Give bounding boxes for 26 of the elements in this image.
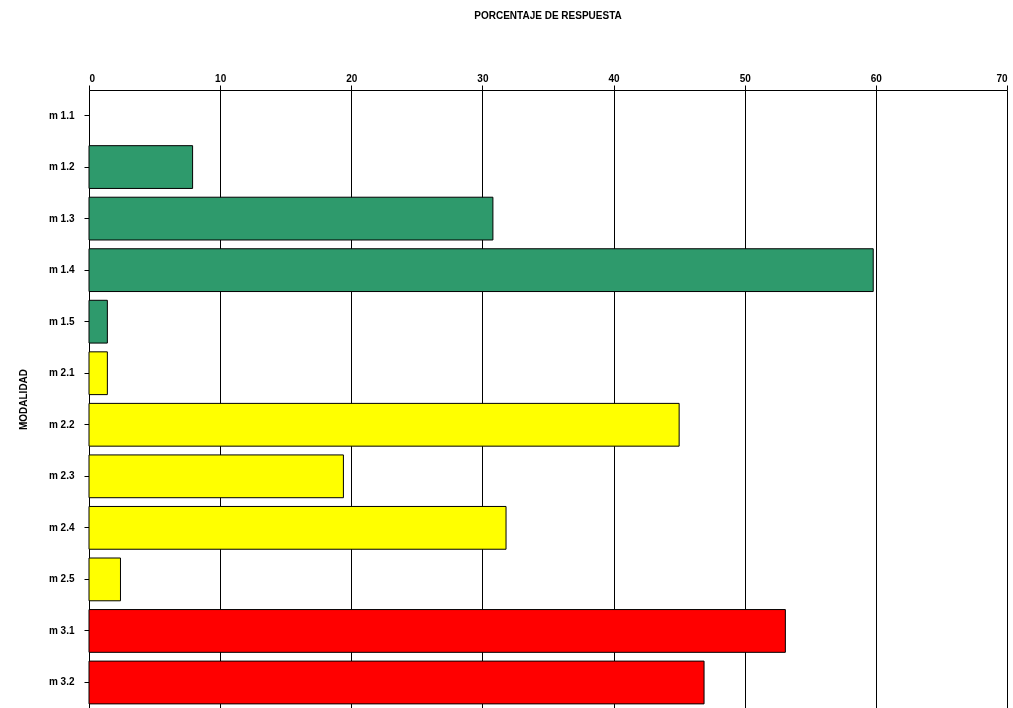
y-tick-label: m 2.2 <box>48 418 75 430</box>
y-tick-label: m 1.2 <box>48 161 75 173</box>
x-tick-label: 50 <box>739 72 752 84</box>
y-tick-label: m 2.5 <box>48 573 75 585</box>
y-tick-label: m 1.4 <box>48 264 75 276</box>
y-tick-label: m 2.3 <box>48 470 75 482</box>
y-tick-label: m 1.1 <box>48 109 75 121</box>
y-tick-label: m 1.5 <box>48 315 75 327</box>
x-tick-label: 60 <box>870 72 883 84</box>
y-tick-label: m 3.2 <box>48 676 75 688</box>
x-tick-label: 40 <box>608 72 621 84</box>
bar <box>88 299 108 344</box>
y-tick-label: m 3.1 <box>48 624 75 636</box>
bar <box>88 145 194 189</box>
x-tick-label: 30 <box>477 72 489 84</box>
y-axis-title: MODALIDAD <box>17 368 29 431</box>
y-tick-label: m 1.3 <box>48 212 75 224</box>
x-tick-label: 0 <box>89 72 96 84</box>
y-tick-label: m 2.1 <box>48 367 75 379</box>
x-tick-label: 70 <box>996 72 1008 84</box>
chart-title: PORCENTAJE DE RESPUESTA <box>474 10 622 21</box>
y-tick-label: m 2.4 <box>48 521 75 533</box>
x-tick-label: 10 <box>215 72 227 84</box>
x-tick-label: 20 <box>346 72 358 84</box>
bar <box>88 351 108 396</box>
bar <box>88 557 121 602</box>
